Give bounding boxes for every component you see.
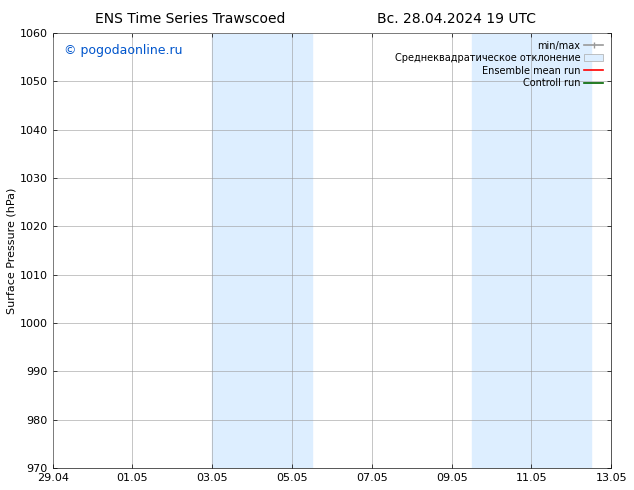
Bar [212, 33, 312, 468]
Text: Вс. 28.04.2024 19 UTC: Вс. 28.04.2024 19 UTC [377, 12, 536, 26]
Legend: min/max, Среднеквадратическое отклонение, Ensemble mean run, Controll run: min/max, Среднеквадратическое отклонение… [392, 38, 606, 91]
Text: ENS Time Series Trawscoed: ENS Time Series Trawscoed [95, 12, 285, 26]
Text: © pogodaonline.ru: © pogodaonline.ru [64, 44, 183, 57]
Bar [472, 33, 592, 468]
Y-axis label: Surface Pressure (hPa): Surface Pressure (hPa) [7, 187, 17, 314]
